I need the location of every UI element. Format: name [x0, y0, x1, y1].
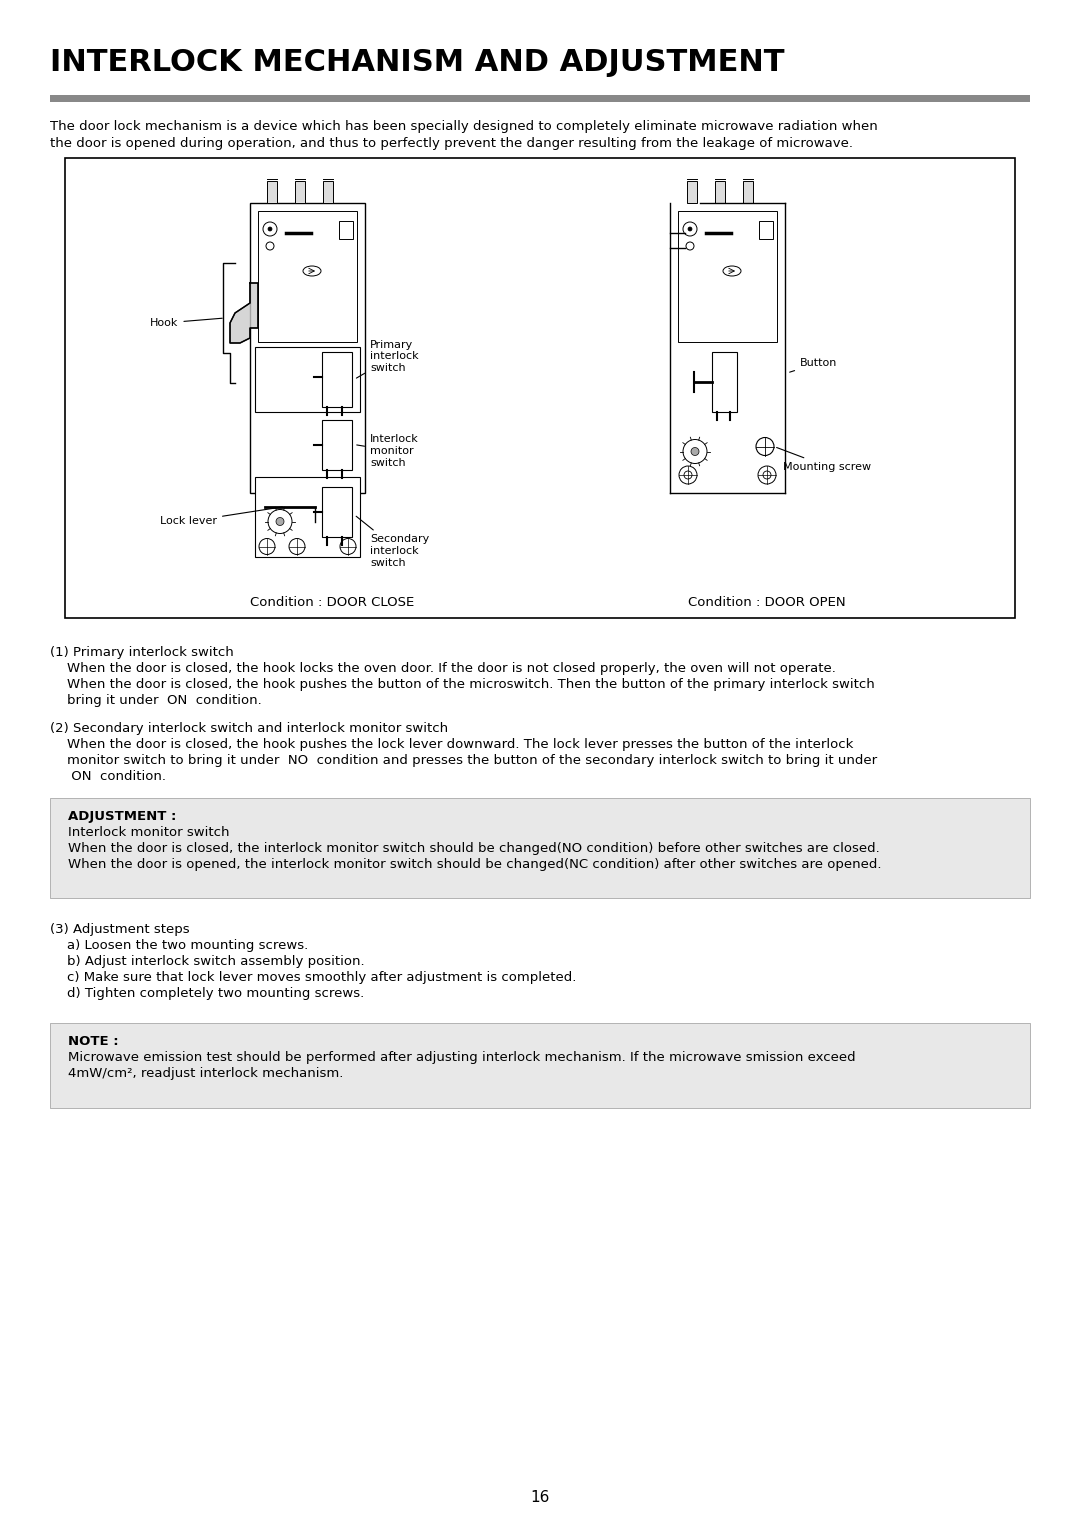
Text: Button: Button: [789, 358, 837, 373]
Text: 16: 16: [530, 1490, 550, 1505]
Text: bring it under  ON  condition.: bring it under ON condition.: [50, 694, 261, 707]
Text: When the door is closed, the hook pushes the lock lever downward. The lock lever: When the door is closed, the hook pushes…: [50, 738, 853, 750]
Text: When the door is closed, the hook locks the oven door. If the door is not closed: When the door is closed, the hook locks …: [50, 662, 836, 675]
Text: When the door is closed, the interlock monitor switch should be changed(NO condi: When the door is closed, the interlock m…: [68, 842, 880, 856]
Bar: [339, 222, 353, 238]
Text: monitor switch to bring it under  NO  condition and presses the button of the se: monitor switch to bring it under NO cond…: [50, 753, 877, 767]
Bar: [715, 180, 725, 203]
Text: a) Loosen the two mounting screws.: a) Loosen the two mounting screws.: [50, 940, 308, 952]
Text: Mounting screw: Mounting screw: [777, 448, 872, 472]
Bar: [255, 347, 360, 411]
Bar: [743, 180, 753, 203]
Bar: [50, 1024, 1030, 1108]
Bar: [50, 95, 1030, 102]
Text: Lock lever: Lock lever: [160, 507, 282, 527]
Text: Interlock monitor switch: Interlock monitor switch: [68, 827, 229, 839]
Text: the door is opened during operation, and thus to perfectly prevent the danger re: the door is opened during operation, and…: [50, 138, 853, 150]
Bar: [65, 157, 1015, 617]
Bar: [50, 798, 1030, 898]
Bar: [267, 180, 276, 203]
Text: Interlock
monitor
switch: Interlock monitor switch: [356, 434, 419, 468]
Text: Hook: Hook: [150, 318, 222, 329]
Circle shape: [688, 228, 692, 231]
Text: When the door is opened, the interlock monitor switch should be changed(NC condi: When the door is opened, the interlock m…: [68, 859, 881, 871]
Text: INTERLOCK MECHANISM AND ADJUSTMENT: INTERLOCK MECHANISM AND ADJUSTMENT: [50, 47, 784, 76]
Ellipse shape: [303, 266, 321, 277]
Text: NOTE :: NOTE :: [68, 1034, 119, 1048]
Text: (2) Secondary interlock switch and interlock monitor switch: (2) Secondary interlock switch and inter…: [50, 723, 448, 735]
Bar: [295, 180, 305, 203]
Text: Primary
interlock
switch: Primary interlock switch: [356, 339, 419, 377]
Bar: [249, 203, 365, 494]
Text: Microwave emission test should be performed after adjusting interlock mechanism.: Microwave emission test should be perfor…: [68, 1051, 855, 1063]
Text: c) Make sure that lock lever moves smoothly after adjustment is completed.: c) Make sure that lock lever moves smoot…: [50, 970, 577, 984]
Polygon shape: [230, 283, 258, 342]
Bar: [323, 180, 333, 203]
Circle shape: [691, 448, 699, 455]
Bar: [678, 211, 777, 341]
Bar: [322, 486, 352, 536]
Bar: [712, 351, 737, 411]
Text: 4mW/cm², readjust interlock mechanism.: 4mW/cm², readjust interlock mechanism.: [68, 1067, 343, 1080]
Text: ADJUSTMENT :: ADJUSTMENT :: [68, 810, 176, 824]
Text: b) Adjust interlock switch assembly position.: b) Adjust interlock switch assembly posi…: [50, 955, 365, 969]
Text: (3) Adjustment steps: (3) Adjustment steps: [50, 923, 190, 937]
Text: ON  condition.: ON condition.: [50, 770, 166, 782]
Text: The door lock mechanism is a device which has been specially designed to complet: The door lock mechanism is a device whic…: [50, 121, 878, 133]
Bar: [322, 420, 352, 469]
Text: d) Tighten completely two mounting screws.: d) Tighten completely two mounting screw…: [50, 987, 364, 999]
Ellipse shape: [723, 266, 741, 277]
Circle shape: [276, 518, 284, 526]
Bar: [255, 477, 360, 556]
Bar: [759, 222, 773, 238]
Bar: [258, 211, 357, 341]
Text: Secondary
interlock
switch: Secondary interlock switch: [356, 516, 429, 568]
Bar: [322, 351, 352, 406]
Circle shape: [268, 228, 272, 231]
Text: Condition : DOOR CLOSE: Condition : DOOR CLOSE: [249, 596, 414, 610]
Text: Condition : DOOR OPEN: Condition : DOOR OPEN: [688, 596, 846, 610]
Bar: [687, 180, 697, 203]
Text: (1) Primary interlock switch: (1) Primary interlock switch: [50, 646, 233, 659]
Text: When the door is closed, the hook pushes the button of the microswitch. Then the: When the door is closed, the hook pushes…: [50, 678, 875, 691]
